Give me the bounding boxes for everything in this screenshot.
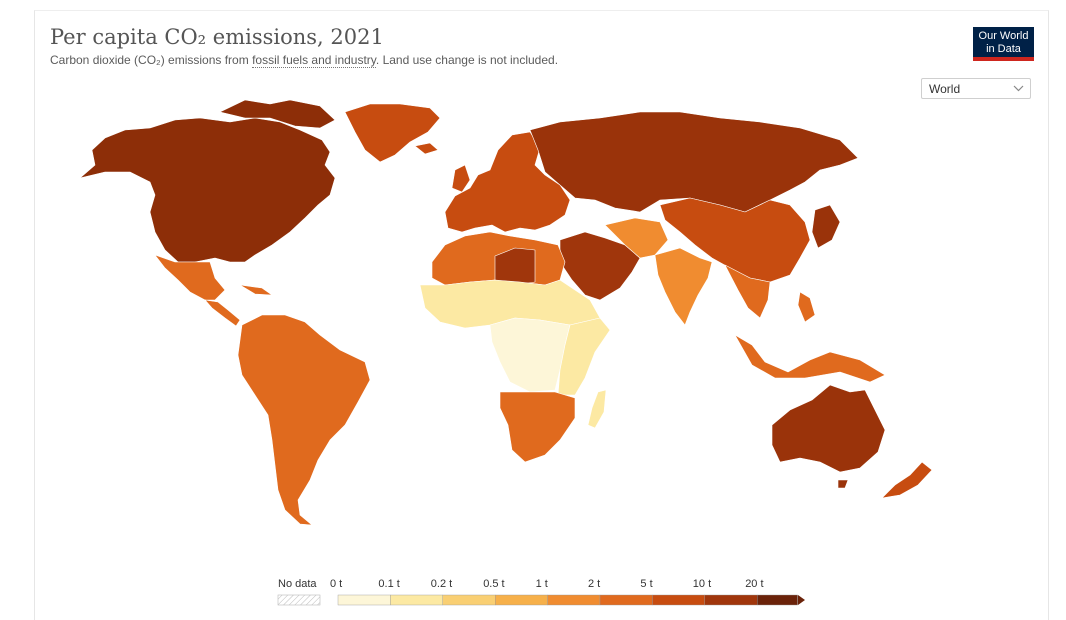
region-greenland[interactable] [344, 103, 441, 163]
logo-line-2: in Data [986, 43, 1021, 55]
region-tasmania[interactable] [837, 479, 849, 489]
region-southeast-asia[interactable] [724, 264, 771, 319]
legend-bars [337, 594, 798, 606]
logo-line-1: Our World [978, 30, 1029, 42]
region-mexico[interactable] [154, 254, 226, 301]
legend-tick-label: 1 t [535, 578, 548, 590]
region-southern-africa[interactable] [499, 391, 576, 463]
legend-tick-label: 0 t [330, 578, 343, 590]
legend-no-data-swatch [277, 594, 321, 606]
region-sahel[interactable] [419, 279, 601, 329]
legend-swatch[interactable] [442, 594, 496, 606]
legend-tick-label: 5 t [640, 578, 653, 590]
legend-swatch[interactable] [757, 594, 798, 606]
region-india[interactable] [654, 247, 713, 326]
region-select[interactable]: World [921, 78, 1031, 99]
chart-title: Per capita CO₂ emissions, 2021 [50, 25, 384, 49]
region-central-america[interactable] [204, 299, 241, 327]
region-australia[interactable] [771, 384, 886, 473]
region-south-america[interactable] [237, 314, 371, 526]
region-caribbean[interactable] [239, 284, 273, 296]
legend-swatch[interactable] [390, 594, 443, 606]
legend-no-data-label: No data [278, 578, 317, 590]
region-korea-japan[interactable] [811, 204, 841, 249]
region-russia[interactable] [529, 111, 859, 213]
chart-subtitle: Carbon dioxide (CO₂) emissions from foss… [50, 53, 559, 68]
region-select-value: World [929, 82, 961, 96]
chevron-down-icon [1013, 85, 1024, 92]
legend-tick-label: 20 t [745, 578, 764, 590]
chart-card: Per capita CO₂ emissions, 2021 Carbon di… [34, 10, 1049, 620]
subtitle-text: Carbon dioxide (CO₂) emissions from [50, 53, 253, 67]
region-iran-afghanistan[interactable] [604, 217, 669, 259]
legend-tick-label: 10 t [692, 578, 712, 590]
region-philippines[interactable] [797, 291, 816, 323]
legend-swatch[interactable] [599, 594, 653, 606]
region-new-zealand[interactable] [881, 461, 933, 499]
legend-swatch[interactable] [495, 594, 548, 606]
region-north-america[interactable] [79, 117, 336, 263]
legend-tick-label: 2 t [588, 578, 601, 590]
region-indonesia[interactable] [734, 334, 886, 383]
owid-logo[interactable]: Our World in Data [973, 27, 1034, 61]
region-china[interactable] [659, 197, 811, 283]
legend-swatch[interactable] [547, 594, 601, 606]
region-iceland[interactable] [414, 142, 439, 155]
legend-arrow [798, 595, 805, 605]
region-middle-east[interactable] [559, 231, 641, 301]
fossil-fuels-link[interactable]: fossil fuels and industry [252, 53, 376, 68]
legend-swatch[interactable] [337, 594, 391, 606]
region-east-africa[interactable] [557, 317, 611, 396]
subtitle-note: . Land use change is not included. [375, 53, 559, 67]
region-madagascar[interactable] [587, 389, 607, 429]
legend-swatch[interactable] [704, 594, 758, 606]
legend-tick-label: 0.1 t [378, 578, 400, 590]
legend-tick-label: 0.5 t [483, 578, 505, 590]
legend-swatch[interactable] [652, 594, 706, 606]
region-canada-islands[interactable] [219, 99, 336, 129]
legend-tick-label: 0.2 t [430, 578, 453, 590]
region-central-africa[interactable] [489, 317, 571, 393]
region-uk[interactable] [451, 164, 471, 193]
